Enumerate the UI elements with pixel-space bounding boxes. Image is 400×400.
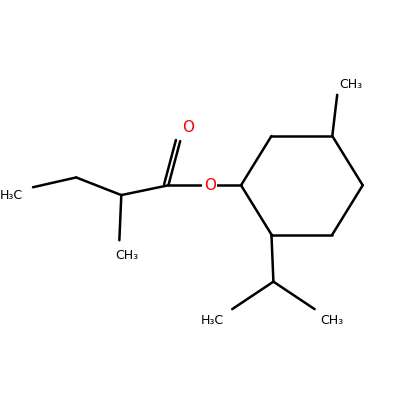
Text: H₃C: H₃C — [201, 314, 224, 328]
Text: CH₃: CH₃ — [116, 250, 139, 262]
Text: CH₃: CH₃ — [321, 314, 344, 328]
Text: O: O — [182, 120, 194, 135]
Text: CH₃: CH₃ — [339, 78, 362, 92]
Text: H₃C: H₃C — [0, 188, 23, 202]
Text: O: O — [204, 178, 216, 193]
